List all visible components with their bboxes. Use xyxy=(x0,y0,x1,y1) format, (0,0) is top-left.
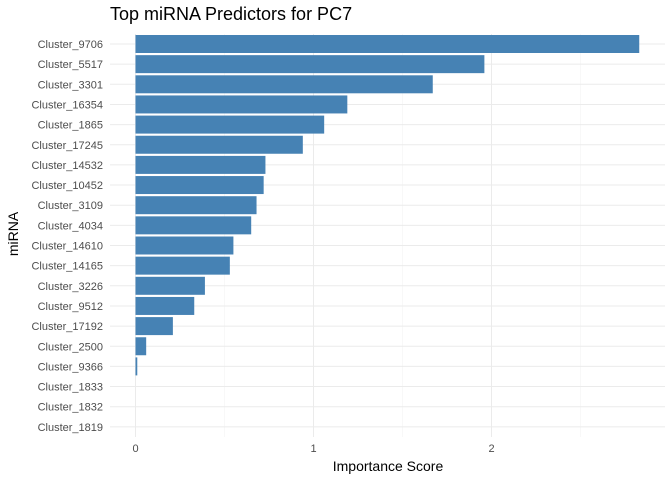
bar-cluster-9366 xyxy=(135,357,138,376)
category-label: Cluster_2500 xyxy=(38,341,103,353)
x-tick-label: 0 xyxy=(132,443,138,455)
category-label: Cluster_1819 xyxy=(38,422,103,434)
bar-cluster-9706 xyxy=(135,35,640,53)
x-tick-label: 2 xyxy=(488,443,494,455)
y-axis-title: miRNA xyxy=(5,211,21,256)
category-label: Cluster_10452 xyxy=(31,180,103,192)
category-labels: Cluster_9706 Cluster_5517 Cluster_3301 Clus… xyxy=(31,39,103,434)
bar-cluster-3226 xyxy=(135,276,205,295)
category-label: Cluster_14610 xyxy=(31,241,103,253)
category-label: Cluster_3226 xyxy=(38,281,103,293)
category-label: Cluster_3109 xyxy=(38,200,103,212)
bar-cluster-4034 xyxy=(135,216,252,235)
bar-cluster-10452 xyxy=(135,176,264,195)
bar-cluster-2500 xyxy=(135,337,147,356)
bar-cluster-16354 xyxy=(135,95,348,114)
category-label: Cluster_1832 xyxy=(38,402,103,414)
category-label: Cluster_3301 xyxy=(38,79,103,91)
bars xyxy=(135,35,640,376)
bar-cluster-3109 xyxy=(135,196,257,215)
category-label: Cluster_4034 xyxy=(38,220,103,232)
category-label: Cluster_9512 xyxy=(38,301,103,313)
bar-cluster-14165 xyxy=(135,256,230,275)
bar-cluster-14532 xyxy=(135,155,266,174)
bar-cluster-17192 xyxy=(135,317,173,336)
x-axis-title: Importance Score xyxy=(333,458,444,474)
bar-cluster-17245 xyxy=(135,135,303,154)
category-label: Cluster_5517 xyxy=(38,59,103,71)
bar-cluster-3301 xyxy=(135,75,433,94)
category-label: Cluster_9706 xyxy=(38,39,103,51)
category-label: Cluster_14532 xyxy=(31,160,103,172)
category-label: Cluster_17245 xyxy=(31,140,103,152)
bar-cluster-1865 xyxy=(135,115,325,134)
category-label: Cluster_17192 xyxy=(31,321,103,333)
category-label: Cluster_14165 xyxy=(31,261,103,273)
bar-cluster-14610 xyxy=(135,236,234,255)
x-tick-labels: 0 1 2 xyxy=(132,443,494,455)
chart-title: Top miRNA Predictors for PC7 xyxy=(110,4,352,24)
category-label: Cluster_1865 xyxy=(38,120,103,132)
category-label: Cluster_16354 xyxy=(31,99,103,111)
x-tick-label: 1 xyxy=(310,443,316,455)
bar-cluster-5517 xyxy=(135,55,485,74)
category-label: Cluster_1833 xyxy=(38,382,103,394)
category-label: Cluster_9366 xyxy=(38,361,103,373)
grid-lines xyxy=(110,34,665,437)
bar-cluster-9512 xyxy=(135,296,195,315)
